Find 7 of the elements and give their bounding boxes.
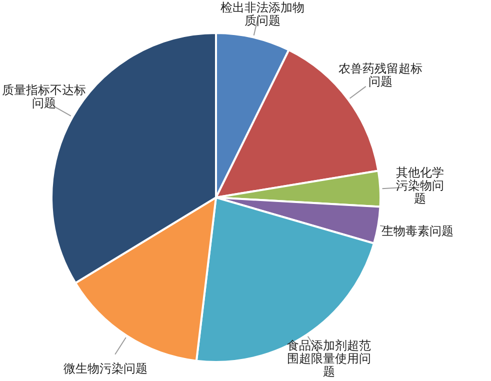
slice-label: 检出非法添加物质问题: [220, 0, 304, 28]
slice-label: 微生物污染问题: [63, 362, 148, 376]
slice-label: 农兽药残留超标问题: [338, 61, 422, 88]
slice-label: 质量指标不达标问题: [2, 82, 86, 110]
slice-label: 其他化学污染物问题: [396, 166, 444, 206]
slice-label: 食品添加剂超范围超限量使用问题: [286, 338, 371, 379]
slice-label: 生物毒素问题: [382, 224, 454, 238]
